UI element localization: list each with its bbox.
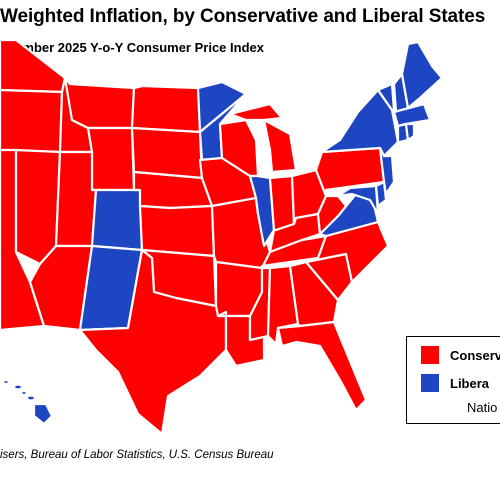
state-hi-island-3: [19, 389, 29, 397]
legend-conservative-swatch: [421, 346, 439, 364]
state-hi-island-4: [25, 394, 37, 402]
state-hi-island-1: [1, 378, 11, 386]
state-mt: [63, 76, 136, 130]
state-sd: [130, 126, 204, 180]
legend-conservative: Conservativ: [421, 345, 500, 365]
state-de: [374, 180, 388, 208]
state-mi-upper: [228, 102, 284, 122]
state-wy: [86, 126, 136, 192]
state-wa: [0, 38, 67, 94]
state-me: [400, 40, 444, 110]
legend-liberal-swatch: [421, 374, 439, 392]
state-or: [0, 88, 64, 154]
state-hi-island-2: [12, 383, 24, 391]
state-ks: [138, 204, 216, 258]
state-nv: [14, 148, 62, 266]
legend-liberal: Libera: [421, 373, 489, 393]
legend-conservative-label: Conservativ: [450, 347, 500, 363]
state-il: [248, 174, 276, 248]
state-ut: [54, 150, 98, 248]
state-in: [268, 174, 296, 232]
state-md: [336, 184, 380, 216]
map-subtitle: ovember 2025 Y-o-Y Consumer Price Index: [0, 40, 264, 55]
state-ri: [404, 122, 416, 142]
state-ne: [132, 170, 214, 210]
state-ma: [392, 102, 432, 128]
legend-liberal-label: Libera: [450, 375, 490, 391]
map-title: Weighted Inflation, by Conservative and …: [0, 6, 486, 27]
map-legend: Conservativ Libera Natio: [406, 336, 500, 424]
state-hi-big-island: [32, 402, 54, 426]
state-mi: [262, 118, 298, 174]
legend-national-label: Natio: [467, 400, 498, 415]
state-co: [90, 188, 144, 252]
state-fl: [276, 320, 368, 412]
source-note: isers, Bureau of Labor Statistics, U.S. …: [0, 449, 274, 461]
state-nd: [130, 84, 202, 134]
state-vt: [376, 82, 396, 112]
